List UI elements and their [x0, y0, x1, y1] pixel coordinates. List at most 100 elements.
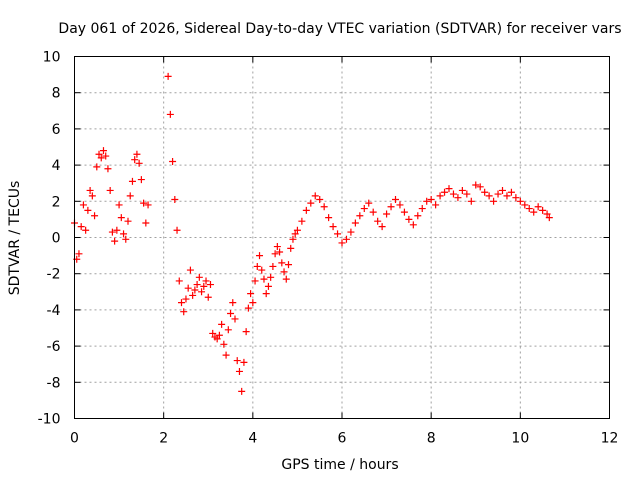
data-point: [164, 72, 172, 80]
data-point: [414, 212, 422, 220]
data-point: [193, 281, 201, 289]
chart-title: Day 061 of 2026, Sidereal Day-to-day VTE…: [58, 21, 621, 37]
data-point: [171, 195, 179, 203]
data-point: [200, 282, 208, 290]
y-tick-labels: -10 -8 -6 -4 -2 0 2 4 6 8 10: [38, 50, 61, 428]
y-tick-label: -4: [47, 303, 61, 319]
data-point: [476, 183, 484, 191]
data-point: [494, 190, 502, 198]
x-tick-label: 2: [159, 431, 168, 447]
data-point: [293, 226, 301, 234]
data-point: [126, 192, 134, 200]
y-tick-label: 8: [52, 86, 61, 102]
data-point: [342, 235, 350, 243]
data-point: [253, 262, 261, 270]
x-tick-labels: 0 2 4 6 8 10 12: [70, 431, 618, 447]
data-point: [178, 299, 185, 307]
data-point: [91, 212, 99, 220]
data-point: [122, 235, 130, 243]
data-point: [485, 192, 493, 200]
data-point: [215, 331, 223, 339]
data-point: [280, 268, 288, 276]
data-point: [235, 367, 243, 375]
data-point: [79, 201, 87, 209]
data-point: [467, 197, 475, 205]
data-point: [227, 310, 235, 318]
data-point: [140, 199, 148, 207]
data-point: [240, 358, 248, 366]
data-point: [256, 252, 264, 260]
y-tick-label: 10: [43, 50, 61, 66]
data-point: [75, 250, 83, 258]
data-point: [351, 219, 359, 227]
x-tick-label: 6: [338, 431, 347, 447]
data-point: [267, 273, 275, 281]
y-tick-label: 4: [52, 158, 61, 174]
x-tick-label: 4: [248, 431, 257, 447]
data-point: [490, 197, 498, 205]
data-point: [209, 329, 217, 337]
data-point: [521, 201, 529, 209]
data-point: [338, 239, 346, 247]
data-point: [356, 212, 364, 220]
data-point: [285, 261, 292, 269]
data-point: [142, 219, 150, 227]
data-point: [436, 192, 444, 200]
data-point: [365, 199, 373, 207]
data-point: [387, 203, 395, 211]
data-point: [191, 286, 199, 294]
data-point: [530, 208, 538, 216]
data-point: [99, 147, 107, 155]
data-point: [264, 282, 272, 290]
data-points: [71, 72, 553, 395]
data-point: [539, 206, 547, 214]
data-point: [441, 188, 449, 196]
data-point: [282, 275, 290, 283]
data-point: [291, 230, 299, 238]
x-tick-label: 0: [70, 431, 79, 447]
data-point: [427, 195, 435, 203]
data-point: [77, 223, 85, 231]
data-point: [173, 226, 181, 234]
data-point: [545, 214, 553, 222]
data-point: [499, 186, 506, 194]
data-point: [137, 176, 145, 184]
data-point: [220, 340, 228, 348]
data-point: [104, 165, 112, 173]
grid-lines: [74, 56, 610, 419]
data-point: [273, 243, 281, 251]
data-point: [278, 259, 286, 267]
data-point: [396, 201, 404, 209]
y-axis-label: SDTVAR / TECUs: [7, 181, 23, 296]
x-tick-label: 8: [427, 431, 436, 447]
data-point: [244, 304, 252, 312]
data-point: [242, 328, 250, 336]
data-point: [260, 275, 268, 283]
data-point: [392, 195, 399, 203]
data-point: [108, 228, 116, 236]
data-point: [405, 215, 413, 223]
data-point: [298, 217, 306, 225]
data-point: [247, 290, 255, 298]
data-point: [400, 208, 408, 216]
data-point: [222, 351, 230, 359]
y-tick-label: -8: [47, 375, 61, 391]
data-point: [316, 195, 324, 203]
data-point: [135, 159, 143, 167]
y-tick-label: -2: [47, 267, 61, 283]
data-point: [325, 214, 333, 222]
data-point: [503, 192, 511, 200]
x-tick-label: 10: [511, 431, 529, 447]
data-point: [166, 110, 174, 118]
data-point: [233, 357, 241, 365]
data-point: [180, 308, 188, 316]
data-point: [347, 228, 355, 236]
data-point: [95, 150, 103, 158]
y-tick-label: 2: [52, 194, 61, 210]
data-point: [507, 188, 515, 196]
data-point: [88, 192, 96, 200]
data-point: [97, 154, 105, 162]
data-point: [175, 277, 183, 285]
plot-frame: [74, 56, 610, 419]
data-point: [360, 205, 368, 213]
